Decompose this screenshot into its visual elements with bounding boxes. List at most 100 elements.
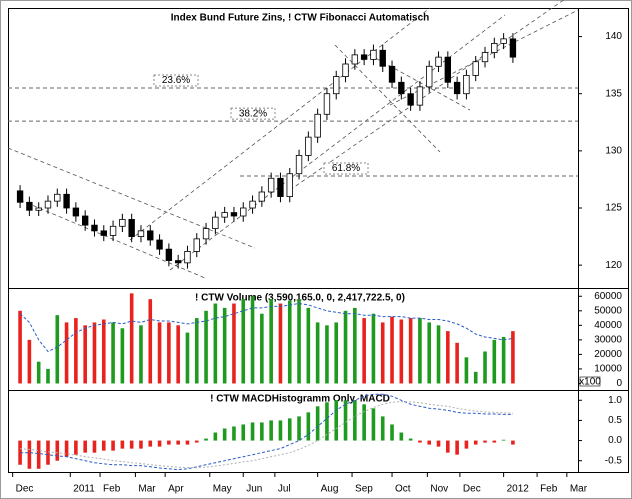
volume-bar (325, 325, 329, 384)
candle-body (370, 49, 377, 60)
candle-body (72, 207, 80, 217)
volume-bar (446, 331, 450, 384)
x-tick-label: Jun (246, 484, 262, 495)
volume-bar (278, 303, 283, 384)
x-tick-label: Sep (355, 484, 373, 495)
histogram-bar (464, 440, 469, 449)
volume-bar (64, 322, 69, 384)
volume-bar (194, 318, 199, 384)
volume-bar (232, 303, 236, 384)
volume-bar (334, 322, 339, 384)
histogram-bar (343, 400, 348, 441)
unit-label: x100 (579, 377, 601, 388)
histogram-bar (446, 440, 450, 453)
candle-body (165, 248, 173, 261)
histogram-bar (297, 416, 301, 441)
candle-body (35, 207, 42, 211)
candle-body (137, 230, 145, 237)
fib-label: 23.6% (162, 75, 190, 86)
candle-body (44, 200, 52, 209)
trend-line (7, 147, 256, 249)
volume-bar (27, 339, 32, 384)
candle-body (109, 225, 117, 236)
volume-bar (46, 368, 50, 384)
volume-bar (492, 339, 497, 384)
volume-bar (148, 299, 153, 384)
y-tick-label: 0.0 (608, 435, 622, 446)
candle-body (212, 216, 219, 229)
histogram-bar (269, 420, 273, 441)
candle-body (156, 239, 163, 250)
candle-body (463, 75, 470, 95)
histogram-bar (483, 440, 487, 443)
candle-body (119, 219, 126, 227)
histogram-bar (213, 432, 218, 441)
volume-bar (353, 307, 357, 384)
candle-body (193, 238, 200, 252)
histogram-bar (371, 408, 376, 441)
x-tick-label: Mar (138, 484, 156, 495)
volume-bar (343, 310, 348, 384)
histogram-bar (380, 416, 385, 441)
histogram-bar (157, 440, 162, 447)
volume-bar (167, 322, 171, 384)
candle-body (342, 63, 349, 77)
candle-body (202, 228, 210, 240)
histogram-bar (278, 420, 283, 441)
histogram-bar (325, 402, 329, 441)
y-tick-label: 0 (616, 378, 622, 389)
candle-body (472, 61, 479, 76)
x-tick-label: Nov (430, 484, 448, 495)
candle-body (63, 193, 70, 209)
x-tick-label: Mar (570, 484, 588, 495)
histogram-bar (185, 440, 190, 445)
volume-bar (427, 322, 432, 384)
volume-bar (501, 336, 506, 384)
histogram-bar (111, 440, 115, 451)
volume-bar (83, 325, 87, 384)
histogram-bar (120, 440, 125, 449)
histogram-bar (194, 440, 199, 443)
y-tick-label: 125 (605, 203, 622, 214)
histogram-bar (176, 440, 180, 445)
candle-body (174, 260, 182, 264)
volume-bar (36, 361, 41, 384)
histogram-bar (36, 440, 41, 469)
histogram-bar (64, 440, 69, 457)
volume-bar (74, 318, 78, 384)
candle-body (416, 86, 424, 106)
x-tick-label: Feb (540, 484, 558, 495)
candle-body (295, 155, 303, 175)
candle-body (81, 215, 89, 226)
histogram-bar (167, 440, 171, 445)
histogram-bar (250, 422, 255, 441)
histogram-bar (148, 440, 153, 447)
x-tick-label: Aug (321, 484, 339, 495)
histogram-bar (92, 440, 97, 453)
candle-body (481, 52, 489, 63)
histogram-bar (399, 432, 404, 441)
histogram-bar (418, 440, 422, 443)
plot-frame (8, 8, 629, 473)
candle-body (509, 38, 517, 58)
volume-bar (287, 300, 292, 384)
candle-body (147, 230, 154, 241)
y-tick-label: 130 (605, 145, 622, 156)
candle-body (221, 212, 228, 218)
candle-body (323, 93, 331, 115)
volume-bar (306, 307, 311, 384)
y-tick-label: 140 (605, 31, 622, 42)
histogram-bar (129, 440, 134, 449)
candle-body (240, 207, 247, 217)
candle-body (128, 219, 135, 237)
y-tick-label: 10000 (594, 364, 622, 375)
histogram-bar (315, 406, 320, 441)
candle-body (491, 43, 498, 53)
candle-body (54, 193, 61, 202)
x-tick-label: 2011 (73, 484, 95, 495)
volume-bar (436, 325, 441, 384)
volume-bar (250, 296, 255, 384)
histogram-bar (408, 438, 413, 441)
